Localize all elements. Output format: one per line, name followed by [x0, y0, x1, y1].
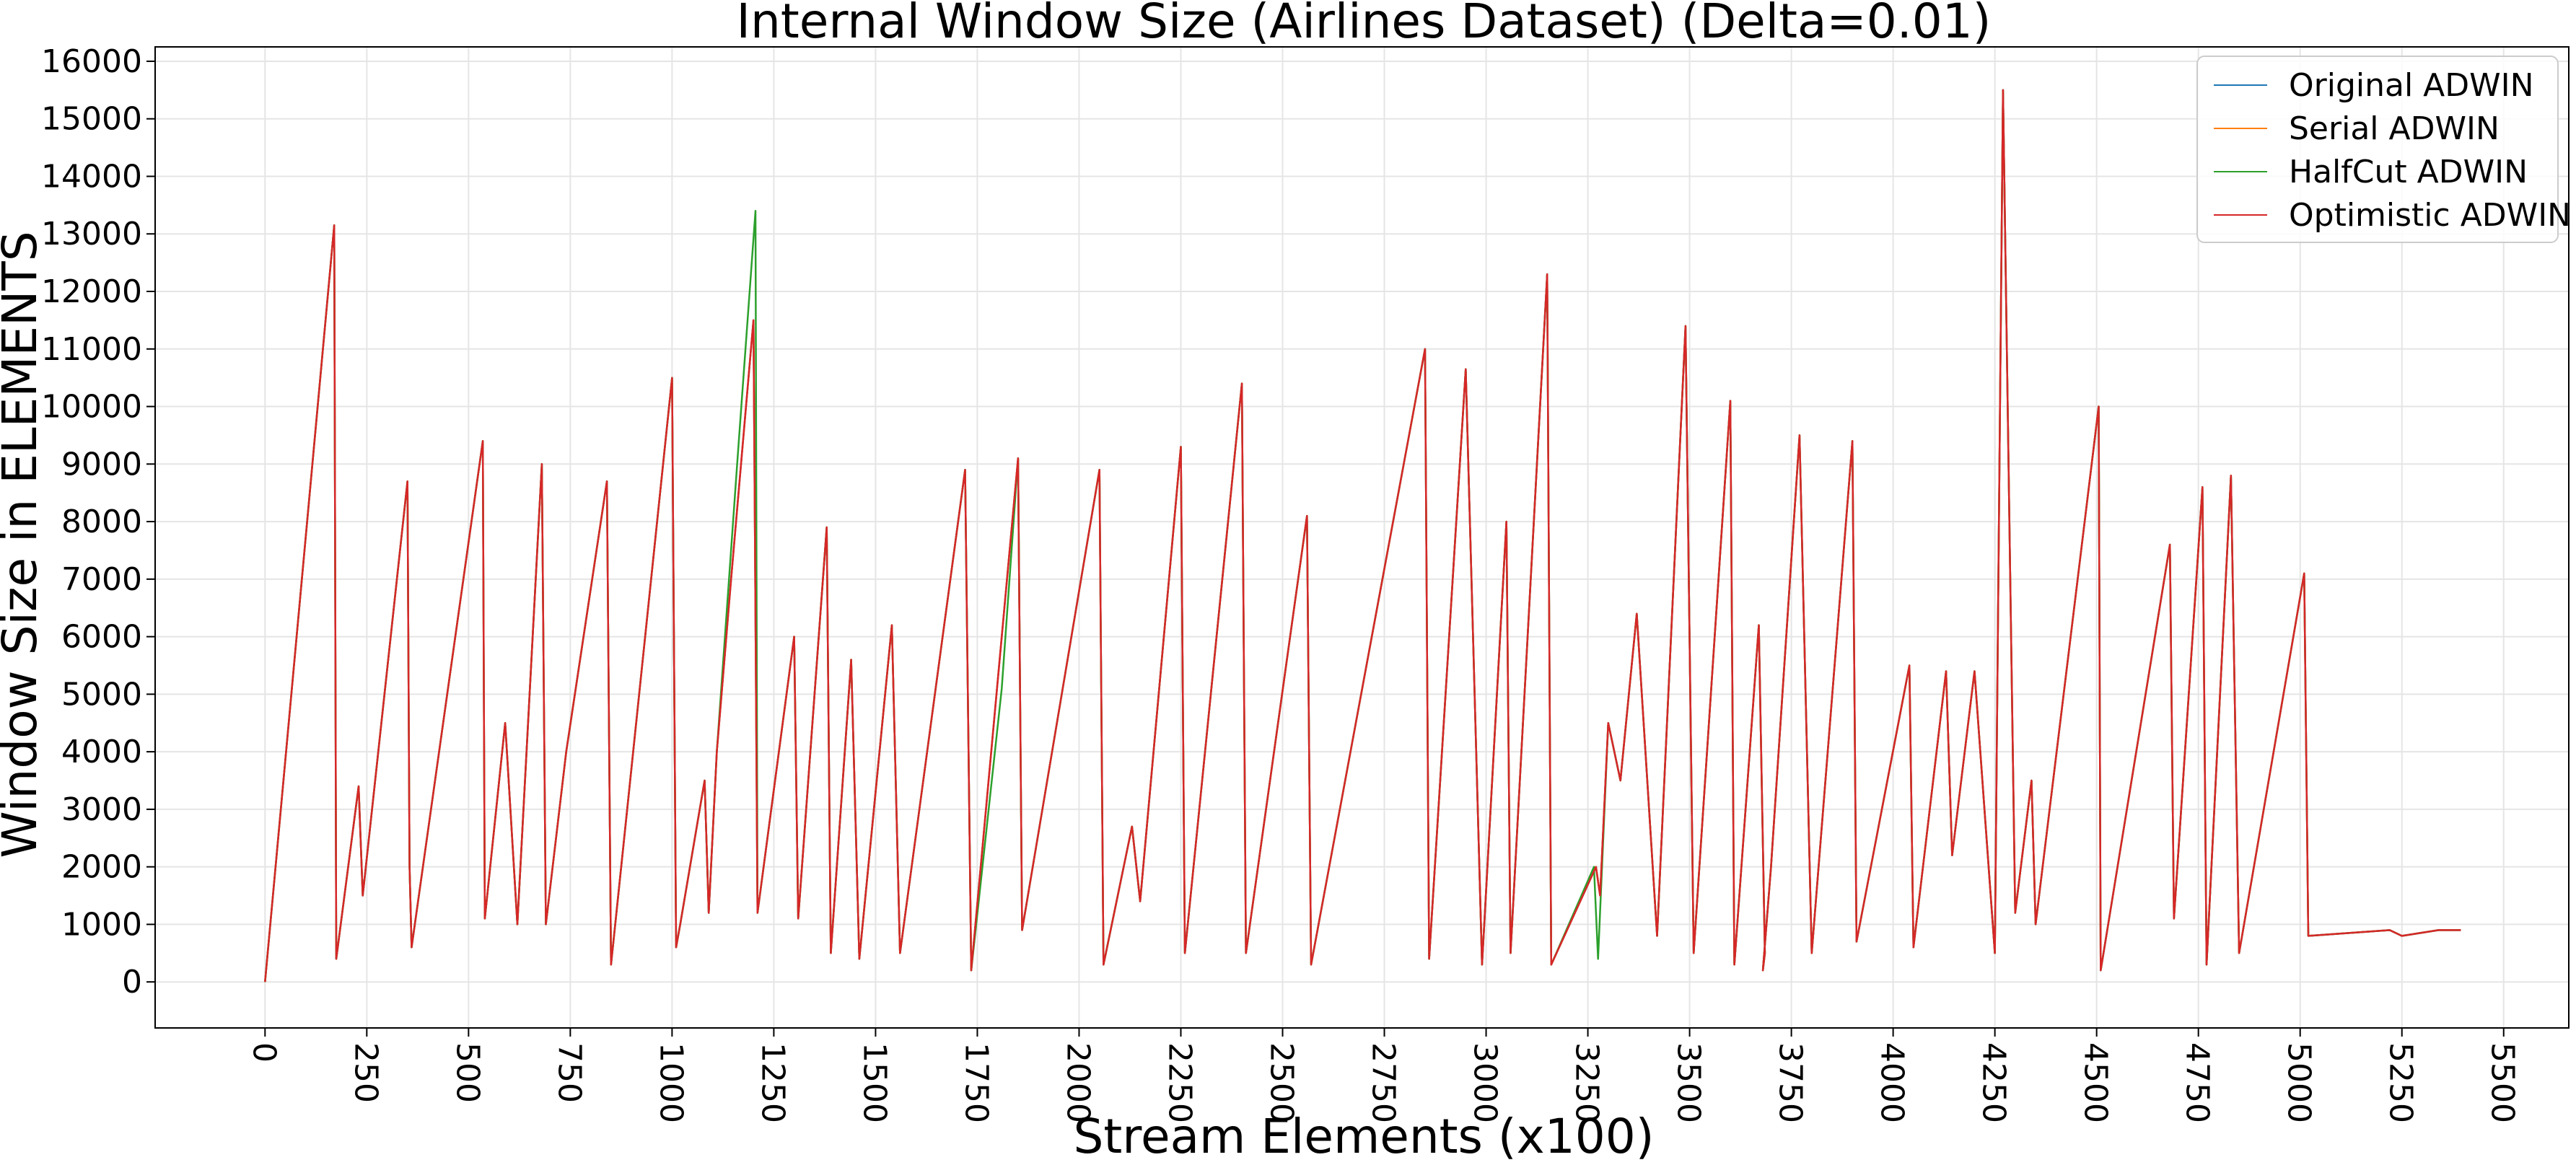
- y-tick-label-5: 5000: [61, 676, 142, 713]
- x-tick-label-2: 500: [449, 1042, 486, 1103]
- x-tick-label-19: 4750: [2179, 1042, 2216, 1123]
- y-tick-label-6: 6000: [61, 619, 142, 656]
- series-layer: [264, 89, 2461, 982]
- x-tick-label-4: 1000: [652, 1042, 689, 1123]
- x-axis-title: Stream Elements (x100): [1074, 1109, 1655, 1164]
- x-tick-label-3: 750: [551, 1042, 587, 1103]
- legend-item-original-adwin: Original ADWIN: [2214, 67, 2534, 104]
- y-tick-label-8: 8000: [61, 504, 142, 540]
- x-tick-label-7: 1750: [958, 1042, 994, 1123]
- x-tick-label-22: 5500: [2484, 1042, 2521, 1123]
- y-tick-label-15: 15000: [41, 101, 142, 138]
- x-tick-label-12: 3000: [1467, 1042, 1504, 1123]
- legend: Original ADWIN Serial ADWIN HalfCut ADWI…: [2196, 56, 2571, 243]
- x-tick-label-0: 0: [245, 1042, 282, 1063]
- y-tick-label-13: 13000: [41, 216, 142, 252]
- y-tick-label-7: 7000: [61, 561, 142, 598]
- y-tick-label-4: 4000: [61, 734, 142, 770]
- legend-label-original-adwin: Original ADWIN: [2289, 67, 2534, 104]
- series-line-optimistic-adwin: [264, 89, 2461, 982]
- legend-item-serial-adwin: Serial ADWIN: [2214, 110, 2500, 147]
- y-tick-label-0: 0: [122, 964, 142, 1001]
- y-axis-title: Window Size in ELEMENTS: [0, 231, 48, 858]
- x-tick-label-16: 4000: [1874, 1042, 1911, 1123]
- x-tick-label-17: 4250: [1976, 1042, 2012, 1123]
- y-tick-label-1: 1000: [61, 906, 142, 943]
- x-tick-label-15: 3750: [1772, 1042, 1809, 1123]
- y-tick-label-10: 10000: [41, 389, 142, 426]
- y-tick-label-14: 14000: [41, 158, 142, 195]
- x-tick-label-21: 5250: [2383, 1042, 2419, 1123]
- y-tick-label-3: 3000: [61, 791, 142, 828]
- x-tick-label-18: 4500: [2077, 1042, 2114, 1123]
- y-tick-label-9: 9000: [61, 446, 142, 483]
- grid-layer: [155, 47, 2569, 1028]
- legend-label-serial-adwin: Serial ADWIN: [2289, 110, 2500, 147]
- x-tick-label-20: 5000: [2281, 1042, 2318, 1123]
- x-tick-label-5: 1250: [754, 1042, 791, 1123]
- legend-item-optimistic-adwin: Optimistic ADWIN: [2214, 197, 2571, 234]
- plot-frame: [154, 46, 2570, 1029]
- x-tick-label-1: 250: [347, 1042, 384, 1103]
- x-tick-label-10: 2500: [1263, 1042, 1300, 1123]
- x-tick-label-9: 2250: [1161, 1042, 1198, 1123]
- y-tick-label-2: 2000: [61, 849, 142, 886]
- y-tick-label-16: 16000: [41, 43, 142, 80]
- legend-label-halfcut-adwin: HalfCut ADWIN: [2289, 154, 2528, 190]
- x-tick-label-14: 3500: [1670, 1042, 1707, 1123]
- x-tick-label-13: 3250: [1569, 1042, 1605, 1123]
- legend-label-optimistic-adwin: Optimistic ADWIN: [2289, 197, 2571, 234]
- legend-item-halfcut-adwin: HalfCut ADWIN: [2214, 154, 2528, 190]
- y-tick-label-11: 11000: [41, 331, 142, 368]
- x-axis-ticks: 0 250 500 750 1000 1250 1500 1750 2000 2250 2500 27…: [245, 1028, 2521, 1123]
- x-tick-label-6: 1500: [856, 1042, 893, 1123]
- x-tick-label-11: 2750: [1365, 1042, 1402, 1123]
- legend-box: [2196, 56, 2559, 243]
- chart-title: Internal Window Size (Airlines Dataset) …: [737, 0, 1992, 49]
- x-tick-label-8: 2000: [1059, 1042, 1096, 1123]
- y-tick-label-12: 12000: [41, 273, 142, 310]
- y-axis-ticks: 0 1000 2000 3000 4000 5000 6000 7000 8000 9000 100…: [41, 43, 155, 1001]
